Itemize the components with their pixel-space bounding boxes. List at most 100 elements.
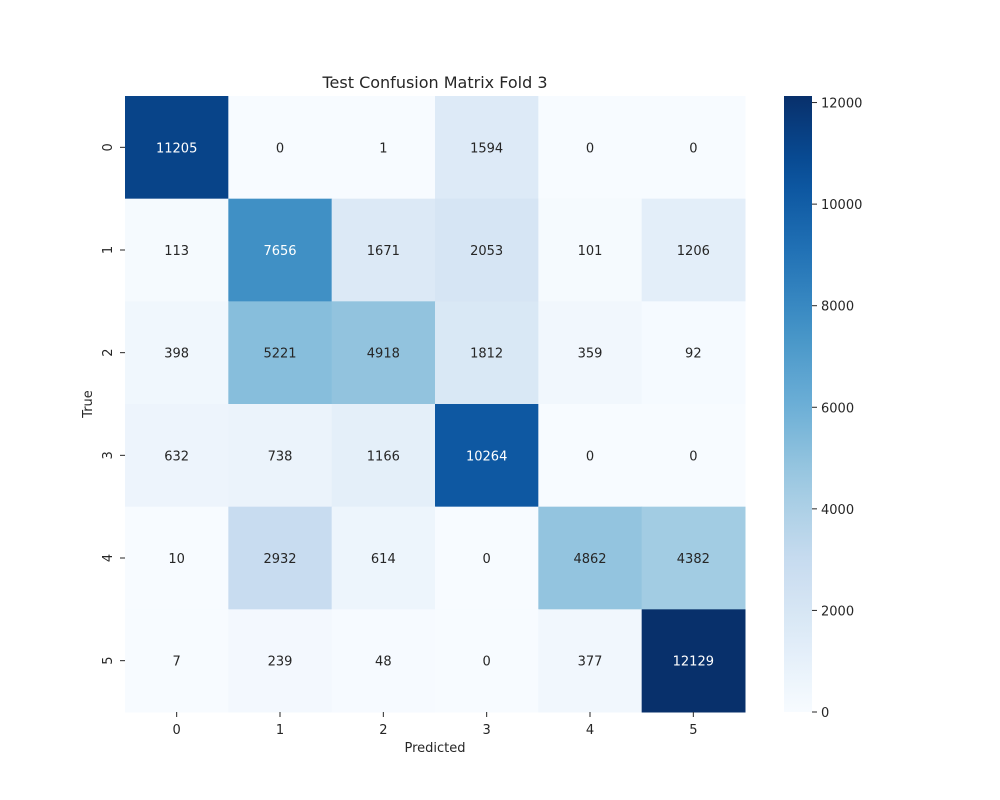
cell-value-1-5: 1206 bbox=[677, 244, 710, 259]
heatmap-cell-1-2 bbox=[331, 198, 436, 302]
heatmap-cell-5-4 bbox=[538, 609, 643, 713]
y-tick-label-3: 3 bbox=[101, 451, 116, 459]
heatmap-cell-2-4 bbox=[538, 301, 643, 405]
colorbar-tick-label-0: 0 bbox=[821, 706, 829, 721]
x-tick-label-0: 0 bbox=[173, 723, 181, 738]
heatmap-cell-0-5 bbox=[641, 96, 746, 200]
y-axis-ticks: 0 1 2 3 4 5 bbox=[101, 143, 125, 665]
cell-value-1-4: 101 bbox=[578, 244, 603, 259]
y-tick-label-5: 5 bbox=[101, 657, 116, 665]
cell-value-1-1: 7656 bbox=[263, 244, 296, 259]
y-tick-label-0: 0 bbox=[101, 143, 116, 151]
x-tick-label-1: 1 bbox=[276, 723, 284, 738]
colorbar-tick-label-5: 10000 bbox=[821, 198, 862, 213]
cell-value-1-2: 1671 bbox=[367, 244, 400, 259]
cell-value-3-5: 0 bbox=[689, 449, 697, 464]
cell-value-2-4: 359 bbox=[578, 347, 603, 362]
cell-value-3-1: 738 bbox=[268, 449, 293, 464]
cell-value-4-4: 4862 bbox=[573, 552, 606, 567]
heatmap-cell-0-3 bbox=[435, 96, 539, 200]
heatmap-cell-1-4 bbox=[538, 198, 643, 302]
cell-value-3-2: 1166 bbox=[367, 449, 400, 464]
colorbar-tick-label-6: 12000 bbox=[821, 97, 862, 112]
cell-value-2-0: 398 bbox=[164, 347, 189, 362]
colorbar bbox=[784, 96, 812, 712]
cell-value-5-5: 12129 bbox=[673, 655, 714, 670]
cell-value-5-0: 7 bbox=[173, 655, 181, 670]
colorbar-tick-label-1: 2000 bbox=[821, 604, 854, 619]
heatmap-cell-3-1 bbox=[228, 404, 333, 508]
y-axis-label: True bbox=[81, 390, 96, 419]
heatmap-cell-4-2 bbox=[331, 506, 436, 610]
cell-value-5-4: 377 bbox=[578, 655, 603, 670]
heatmap-cell-0-2 bbox=[331, 96, 436, 200]
heatmap-cell-3-5 bbox=[641, 404, 746, 508]
x-tick-label-4: 4 bbox=[586, 723, 594, 738]
x-axis-label: Predicted bbox=[404, 741, 465, 756]
x-tick-label-3: 3 bbox=[483, 723, 491, 738]
x-tick-label-5: 5 bbox=[689, 723, 697, 738]
heatmap-cell-1-1 bbox=[228, 198, 333, 302]
cell-value-3-0: 632 bbox=[164, 449, 189, 464]
heatmap-cell-4-3 bbox=[435, 506, 539, 610]
cell-value-4-2: 614 bbox=[371, 552, 396, 567]
heatmap-cell-3-2 bbox=[331, 404, 436, 508]
heatmap-cell-0-0 bbox=[125, 96, 229, 200]
heatmap-cell-4-1 bbox=[228, 506, 333, 610]
heatmap-cell-2-0 bbox=[125, 301, 229, 405]
colorbar-ticks: 0 2000 4000 6000 8000 10000 12000 bbox=[812, 97, 862, 721]
y-tick-label-2: 2 bbox=[101, 349, 116, 357]
heatmap-cell-5-1 bbox=[228, 609, 333, 713]
heatmap-cell-1-5 bbox=[641, 198, 746, 302]
cell-value-0-3: 1594 bbox=[470, 141, 503, 156]
heatmap-cell-1-0 bbox=[125, 198, 229, 302]
heatmap-cell-4-0 bbox=[125, 506, 229, 610]
cell-value-3-3: 10264 bbox=[466, 449, 507, 464]
heatmap-cell-3-4 bbox=[538, 404, 643, 508]
cell-value-5-3: 0 bbox=[483, 655, 491, 670]
heatmap-cell-3-3 bbox=[435, 404, 539, 508]
colorbar-tick-label-4: 8000 bbox=[821, 300, 854, 315]
cell-value-1-3: 2053 bbox=[470, 244, 503, 259]
heatmap-cell-0-4 bbox=[538, 96, 643, 200]
heatmap-cell-2-3 bbox=[435, 301, 539, 405]
y-tick-label-1: 1 bbox=[101, 246, 116, 254]
heatmap-cell-2-1 bbox=[228, 301, 333, 405]
cell-value-4-1: 2932 bbox=[263, 552, 296, 567]
heatmap-cell-5-5 bbox=[641, 609, 746, 713]
colorbar-tick-label-3: 6000 bbox=[821, 401, 854, 416]
heatmap-cell-4-5 bbox=[641, 506, 746, 610]
heatmap-cell-5-0 bbox=[125, 609, 229, 713]
cell-value-0-0: 11205 bbox=[156, 141, 197, 156]
heatmap-cells bbox=[125, 96, 746, 713]
x-axis-ticks: 0 1 2 3 4 5 bbox=[173, 712, 697, 738]
colorbar-tick-label-2: 4000 bbox=[821, 503, 854, 518]
cell-value-2-2: 4918 bbox=[367, 347, 400, 362]
cell-value-4-3: 0 bbox=[483, 552, 491, 567]
heatmap-cell-4-4 bbox=[538, 506, 643, 610]
heatmap-cell-2-2 bbox=[331, 301, 436, 405]
cell-value-4-0: 10 bbox=[168, 552, 185, 567]
cell-value-2-5: 92 bbox=[685, 347, 702, 362]
heatmap-cell-0-1 bbox=[228, 96, 333, 200]
cell-value-0-1: 0 bbox=[276, 141, 284, 156]
x-tick-label-2: 2 bbox=[379, 723, 387, 738]
y-tick-label-4: 4 bbox=[101, 554, 116, 562]
cell-annotations: 11205 0 1 1594 0 0 113 7656 1671 2053 101 1206 398 52… bbox=[156, 141, 714, 669]
cell-value-3-4: 0 bbox=[586, 449, 594, 464]
cell-value-1-0: 113 bbox=[164, 244, 189, 259]
cell-value-0-5: 0 bbox=[689, 141, 697, 156]
heatmap-cell-5-3 bbox=[435, 609, 539, 713]
cell-value-0-4: 0 bbox=[586, 141, 594, 156]
heatmap-cell-2-5 bbox=[641, 301, 746, 405]
cell-value-4-5: 4382 bbox=[677, 552, 710, 567]
cell-value-2-1: 5221 bbox=[263, 347, 296, 362]
heatmap-cell-3-0 bbox=[125, 404, 229, 508]
cell-value-5-2: 48 bbox=[375, 655, 392, 670]
cell-value-0-2: 1 bbox=[379, 141, 387, 156]
cell-value-5-1: 239 bbox=[268, 655, 293, 670]
chart-title: Test Confusion Matrix Fold 3 bbox=[321, 73, 547, 92]
heatmap-cell-1-3 bbox=[435, 198, 539, 302]
